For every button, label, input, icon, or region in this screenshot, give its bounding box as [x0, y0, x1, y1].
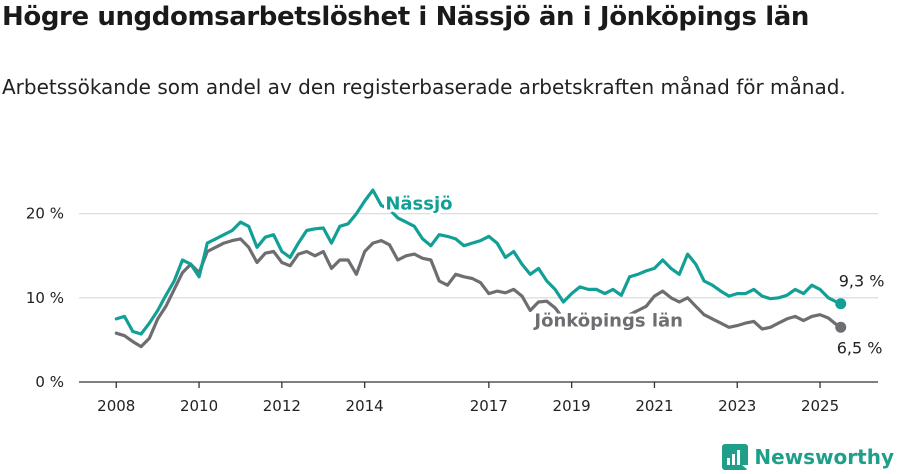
y-tick-label: 10 %: [26, 289, 64, 307]
end-point-jonkopings-lan: [835, 321, 847, 333]
x-tick-label: 2010: [180, 397, 218, 415]
y-axis-ticks: 0 % 10 % 20 %: [26, 205, 64, 391]
newsworthy-logo: Newsworthy: [722, 444, 894, 470]
y-tick-label: 20 %: [26, 205, 64, 223]
series-label-nassjo: Nässjö: [385, 193, 452, 214]
x-tick-label: 2008: [97, 397, 135, 415]
x-tick-label: 2021: [635, 397, 673, 415]
x-tick-label: 2019: [553, 397, 591, 415]
gridlines: [79, 213, 878, 299]
brand-name: Newsworthy: [754, 445, 894, 469]
end-label-nassjo: 9,3 %: [839, 272, 885, 291]
x-tick-label: 2025: [801, 397, 839, 415]
end-point-nassjo: [835, 298, 847, 310]
x-tick-label: 2012: [263, 397, 301, 415]
series-line-nassjo: [114, 188, 843, 336]
x-axis: 2008 2010 2012 2014 2017 2019 2021 2023 2025: [79, 381, 878, 415]
newsworthy-logo-icon: [722, 444, 749, 470]
chart-subtitle: Arbetssökande som andel av den registerb…: [2, 75, 846, 99]
series-label-jonkopings-lan: Jönköpings län: [532, 310, 683, 331]
end-label-jonkopings-lan: 6,5 %: [837, 338, 883, 357]
series-labels: Nässjö Jönköpings län 9,3 % 6,5 %: [382, 190, 885, 357]
series-lines: [114, 188, 847, 349]
x-tick-label: 2014: [346, 397, 384, 415]
x-tick-label: 2017: [470, 397, 508, 415]
series-line-jonkopings-lan: [114, 237, 843, 349]
chart-title: Högre ungdomsarbetslöshet i Nässjö än i …: [2, 2, 809, 32]
y-tick-label: 0 %: [35, 373, 64, 391]
x-tick-label: 2023: [718, 397, 756, 415]
